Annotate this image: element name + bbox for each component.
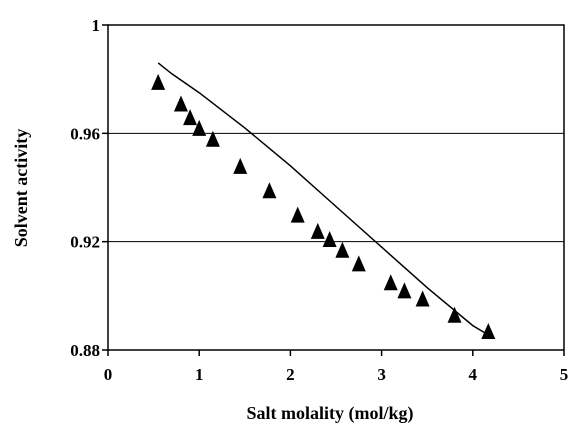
x-axis-ticks: 0 1 2 3 4 5 [104,350,569,384]
x-tick-label: 3 [377,365,386,384]
x-axis-title: Salt molality (mol/kg) [247,403,414,424]
y-tick-label: 0.88 [70,341,100,360]
data-point [481,323,496,340]
model-curve [157,62,492,338]
experimental-points [151,73,496,340]
data-point [192,119,207,136]
y-axis-title: Solvent activity [11,129,31,248]
data-point [233,157,248,174]
data-point [351,255,366,272]
data-point [383,274,398,291]
data-point [173,95,188,112]
x-tick-label: 5 [560,365,569,384]
plot-frame [107,24,565,351]
gridlines [108,132,564,243]
data-point [205,130,220,147]
data-point [322,230,337,247]
data-point [397,282,412,299]
x-tick-label: 2 [286,365,295,384]
x-tick-label: 1 [195,365,204,384]
x-tick-label: 0 [104,365,113,384]
data-point [310,222,325,239]
x-tick-label: 4 [469,365,478,384]
data-point [151,73,166,90]
data-point [415,290,430,307]
data-point [447,306,462,323]
series-line [157,62,492,338]
data-point [335,241,350,258]
y-tick-label: 0.92 [70,233,100,252]
data-point [262,182,277,199]
y-tick-label: 1 [92,16,101,35]
data-point [290,206,305,223]
data-point [183,109,198,126]
y-tick-label: 0.96 [70,124,100,143]
y-axis-ticks: 0.88 0.92 0.96 1 [70,16,108,360]
